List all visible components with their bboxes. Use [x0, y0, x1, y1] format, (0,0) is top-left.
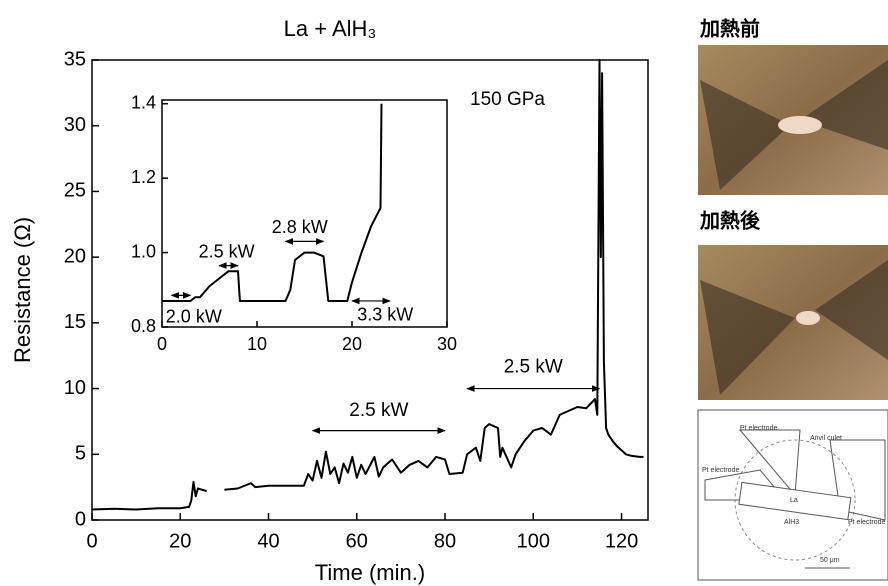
- y-tick-label: 20: [64, 245, 86, 267]
- annotation: 2.5 kW: [199, 241, 255, 261]
- y-tick-label: 0: [75, 508, 86, 530]
- x-tick-label: 20: [169, 530, 191, 552]
- sample: [796, 311, 820, 325]
- x-tick-label: 80: [434, 530, 456, 552]
- sample: [778, 116, 822, 134]
- diagram-label: Pt electrode: [848, 519, 885, 526]
- y-axis-label: Resistance (Ω): [10, 217, 35, 363]
- data-line: [162, 103, 383, 302]
- la-sample: [738, 481, 852, 521]
- y-tick-label: 1.0: [131, 241, 156, 261]
- photo-shadow: [700, 260, 888, 395]
- data-line: [91, 59, 644, 511]
- annotation: 150 GPa: [470, 89, 545, 110]
- photo-shadow: [700, 60, 888, 190]
- x-tick-label: 10: [247, 334, 267, 354]
- photo-label: 加熱後: [699, 208, 761, 232]
- x-tick-label: 100: [517, 530, 550, 552]
- chart-title: La + AlH₃: [284, 16, 377, 41]
- x-tick-label: 30: [437, 334, 457, 354]
- annotation: 2.5 kW: [349, 400, 408, 421]
- annotation: 3.3 kW: [357, 305, 413, 325]
- diagram-label: Pt electrode: [740, 425, 777, 432]
- y-tick-label: 0.8: [131, 316, 156, 336]
- photo-label: 加熱前: [699, 16, 760, 40]
- diagram-label: AlH3: [784, 519, 799, 526]
- x-tick-label: 0: [157, 334, 167, 354]
- x-tick-label: 120: [605, 530, 638, 552]
- y-tick-label: 35: [64, 48, 86, 70]
- inset-frame: [161, 99, 448, 328]
- diagram-label: Anvil culet: [810, 435, 842, 442]
- x-axis-label: Time (min.): [315, 560, 425, 585]
- diagram-label: Pt electrode: [702, 467, 739, 474]
- x-tick-label: 40: [257, 530, 279, 552]
- y-tick-label: 5: [75, 443, 86, 465]
- y-tick-label: 1.4: [131, 92, 156, 112]
- y-tick-label: 30: [64, 114, 86, 136]
- y-tick-label: 25: [64, 180, 86, 202]
- y-tick-label: 10: [64, 377, 86, 399]
- annotation: 2.5 kW: [504, 357, 563, 378]
- diagram-label: La: [790, 497, 798, 504]
- annotation: 2.0 kW: [166, 306, 222, 326]
- annotation: 2.8 kW: [272, 217, 328, 237]
- x-tick-label: 20: [342, 334, 362, 354]
- y-tick-label: 1.2: [131, 167, 156, 187]
- x-tick-label: 0: [86, 530, 97, 552]
- y-tick-label: 15: [64, 311, 86, 333]
- plot-frame: [91, 59, 649, 521]
- diagram-label: 50 μm: [820, 557, 840, 564]
- x-tick-label: 60: [346, 530, 368, 552]
